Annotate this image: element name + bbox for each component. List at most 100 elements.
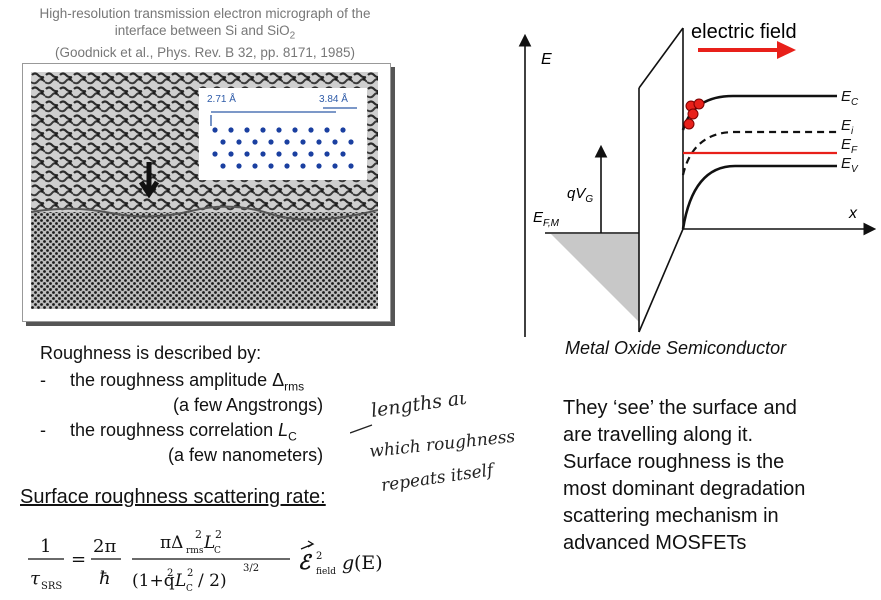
ei-label: Ei xyxy=(841,117,854,137)
eq-frac-num-L: L xyxy=(203,533,215,553)
item2-note: (a few nanometers) xyxy=(168,445,324,465)
handwriting-line-2: which roughness xyxy=(368,427,516,462)
lattice-atom xyxy=(300,163,306,169)
lattice-atom xyxy=(244,127,250,133)
eq-c-num: 2π xyxy=(93,536,116,557)
lattice-atom xyxy=(284,163,290,169)
caption-line-2-sub: 2 xyxy=(289,30,296,42)
eq-frac-den-L-sub: C xyxy=(186,584,193,594)
eq-frac-num-sub: rms xyxy=(186,546,204,556)
item1-note: (a few Angstrongs) xyxy=(173,395,324,415)
electric-field-arrow-icon xyxy=(777,41,796,59)
caption-line-2-text: interface between Si and SiO xyxy=(114,22,290,38)
lattice-atom xyxy=(308,127,314,133)
lattice-atom xyxy=(228,151,234,157)
lattice-atom xyxy=(276,127,282,133)
srs-equation: 1 τ SRS = 2π ħ πΔ rms 2 L C 2 (1+q 2 L C… xyxy=(28,528,383,594)
qvg-sub: G xyxy=(585,194,593,205)
paragraph-line-5: scattering mechanism in xyxy=(563,505,779,527)
lattice-atom xyxy=(260,151,266,157)
lattice-atom xyxy=(268,139,274,145)
item1-main: the roughness amplitude Δ xyxy=(70,370,285,390)
efm-main: E xyxy=(533,209,544,226)
lattice-atom xyxy=(348,163,354,169)
lattice-atom xyxy=(292,151,298,157)
lattice-atom xyxy=(284,139,290,145)
metal-filled-states xyxy=(551,234,639,322)
eq-frac-den-end: / 2) xyxy=(198,571,227,591)
eq-frac-den-sup2: 2 xyxy=(187,568,193,579)
qvg-label: qVG xyxy=(567,185,593,205)
roughness-description: Roughness is described by: - the roughne… xyxy=(40,340,400,470)
paragraph-line-4: most dominant degradation xyxy=(563,478,806,500)
lattice-atom xyxy=(252,139,258,145)
ec-label: EC xyxy=(841,88,859,108)
caption-line-1: High-resolution transmission electron mi… xyxy=(39,6,371,21)
lattice-atom xyxy=(212,151,218,157)
efm-label: EF,M xyxy=(533,209,560,229)
ei-sub: i xyxy=(851,126,854,137)
item2-dash: - xyxy=(40,420,46,440)
lattice-atom xyxy=(348,139,354,145)
eq-c-den: ħ xyxy=(99,568,111,589)
lattice-atom xyxy=(212,127,218,133)
lattice-atom xyxy=(236,163,242,169)
lattice-atom xyxy=(228,127,234,133)
caption-line-2: interface between Si and SiO2 xyxy=(0,23,410,45)
electron-3 xyxy=(687,108,699,120)
eq-frac-den-sup1: 2 xyxy=(167,568,173,579)
eq-frac-num-L-sup: 2 xyxy=(215,528,222,541)
paragraph-line-6: advanced MOSFETs xyxy=(563,532,747,554)
lattice-atom xyxy=(276,151,282,157)
eq-field-sup: 2 xyxy=(316,551,322,562)
mos-caption: Metal Oxide Semiconductor xyxy=(565,338,787,358)
conduction-band xyxy=(681,94,837,131)
ei-main: E xyxy=(841,117,852,134)
eq-frac-den-exp: 3/2 xyxy=(243,563,259,574)
electric-field-label: electric field xyxy=(691,21,797,43)
interface-arrow-icon xyxy=(138,162,160,199)
caption-line-3: (Goodnick et al., Phys. Rev. B 32, pp. 8… xyxy=(55,44,355,60)
electron-2 xyxy=(693,98,705,110)
handwriting-line-1: lengths at xyxy=(370,395,469,422)
axis-x-label: x xyxy=(848,205,858,222)
inset-left-label: 2.71 Å xyxy=(207,92,236,105)
lattice-atom xyxy=(316,139,322,145)
roughness-intro: Roughness is described by: xyxy=(40,343,262,363)
item1-text: the roughness amplitude Δrms xyxy=(70,367,304,401)
paragraph-line-1: They ‘see’ the surface and xyxy=(563,397,797,419)
lattice-atom xyxy=(324,127,330,133)
valence-band xyxy=(681,164,837,230)
ec-sub: C xyxy=(851,97,859,108)
srs-title: Surface roughness scattering rate: xyxy=(20,486,326,508)
item2-sub: C xyxy=(288,429,297,444)
inset-right-label: 3.84 Å xyxy=(319,92,348,105)
ef-sub: F xyxy=(851,145,858,156)
eq-g-arg: (E) xyxy=(354,552,383,574)
eq-field: ℰ xyxy=(298,550,313,574)
eq-lhs-num: 1 xyxy=(40,536,51,557)
eq-lhs-den-sub: SRS xyxy=(41,581,62,592)
item2-text: the roughness correlation LC xyxy=(70,417,297,451)
qvg-main: qV xyxy=(567,185,587,202)
lattice-atom xyxy=(308,151,314,157)
eq-frac-num: πΔ xyxy=(160,533,183,553)
lattice-atom xyxy=(268,163,274,169)
eq-frac-num-sup: 2 xyxy=(195,528,202,541)
lattice-atom xyxy=(332,163,338,169)
efm-sub: F,M xyxy=(543,218,560,229)
explanation-paragraph: They ‘see’ the surface and are travellin… xyxy=(563,395,873,557)
lattice-atom xyxy=(236,139,242,145)
lattice-atom xyxy=(300,139,306,145)
si-crystalline-region xyxy=(31,212,378,309)
interface-line xyxy=(31,205,378,221)
electron-4 xyxy=(683,118,695,130)
ev-main: E xyxy=(841,155,852,172)
lattice-atom xyxy=(220,163,226,169)
eq-g: g xyxy=(342,552,354,574)
lattice-atom xyxy=(316,163,322,169)
lattice-atom xyxy=(332,139,338,145)
lattice-atom xyxy=(340,151,346,157)
lattice-atom xyxy=(292,127,298,133)
paragraph-line-3: Surface roughness is the xyxy=(563,451,785,473)
